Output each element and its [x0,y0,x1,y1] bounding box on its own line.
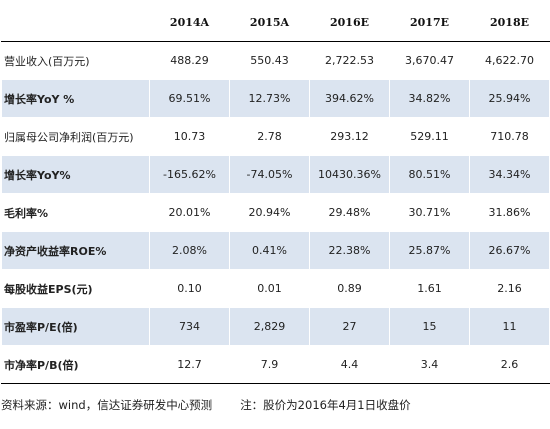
table-row: 毛利率% 20.01% 20.94% 29.48% 30.71% 31.86% [1,193,550,232]
table-row: 增长率YoY% -165.62% -74.05% 10430.36% 80.51… [1,155,550,194]
header-year: 2014A [149,2,230,42]
row-label: 归属母公司净利润(百万元) [1,117,150,156]
table-cell: 0.01 [229,269,310,308]
table-row: 归属母公司净利润(百万元) 10.73 2.78 293.12 529.11 7… [1,117,550,156]
header-corner [1,2,150,42]
table-cell: 31.86% [469,193,550,232]
table-cell: -74.05% [229,155,310,194]
table-cell: 4.4 [309,345,390,384]
row-label: 每股收益EPS(元) [1,269,150,308]
table-cell: 3,670.47 [389,41,470,80]
table-cell: 2,722.53 [309,41,390,80]
table-cell: 25.94% [469,79,550,118]
table-cell: 34.82% [389,79,470,118]
table-row: 营业收入(百万元) 488.29 550.43 2,722.53 3,670.4… [1,41,550,80]
table-cell: 2.78 [229,117,310,156]
table-cell: 20.94% [229,193,310,232]
table-cell: 22.38% [309,231,390,270]
table-cell: 2.08% [149,231,230,270]
header-year: 2018E [469,2,550,42]
table-cell: 0.10 [149,269,230,308]
header-year: 2015A [229,2,310,42]
table-cell: 394.62% [309,79,390,118]
table-cell: 10.73 [149,117,230,156]
table-cell: 25.87% [389,231,470,270]
table-cell: 488.29 [149,41,230,80]
table-cell: 2.6 [469,345,550,384]
table-row: 增长率YoY % 69.51% 12.73% 394.62% 34.82% 25… [1,79,550,118]
table-row: 每股收益EPS(元) 0.10 0.01 0.89 1.61 2.16 [1,269,550,308]
source-note: 资料来源：wind，信达证券研发中心预测 [1,398,213,412]
table-cell: 27 [309,307,390,346]
table-footnote: 资料来源：wind，信达证券研发中心预测 注：股价为2016年4月1日收盘价 [1,397,411,413]
table-row: 净资产收益率ROE% 2.08% 0.41% 22.38% 25.87% 26.… [1,231,550,270]
row-label: 市净率P/B(倍) [1,345,150,384]
row-label: 毛利率% [1,193,150,232]
header-row: 2014A 2015A 2016E 2017E 2018E [1,2,550,42]
table-cell: 34.34% [469,155,550,194]
table-cell: 30.71% [389,193,470,232]
table-cell: 2,829 [229,307,310,346]
table-cell: 2.16 [469,269,550,308]
table-cell: 15 [389,307,470,346]
row-label: 增长率YoY % [1,79,150,118]
table-cell: 12.73% [229,79,310,118]
row-label: 营业收入(百万元) [1,41,150,80]
table-cell: 80.51% [389,155,470,194]
table-cell: 0.41% [229,231,310,270]
table-cell: 11 [469,307,550,346]
price-date-note: 注：股价为2016年4月1日收盘价 [240,398,411,412]
table-cell: 26.67% [469,231,550,270]
row-label: 净资产收益率ROE% [1,231,150,270]
table-cell: 3.4 [389,345,470,384]
table-cell: 0.89 [309,269,390,308]
table-cell: 12.7 [149,345,230,384]
table-cell: 550.43 [229,41,310,80]
table-row: 市盈率P/E(倍) 734 2,829 27 15 11 [1,307,550,346]
table-cell: 7.9 [229,345,310,384]
table-cell: 20.01% [149,193,230,232]
table-cell: 710.78 [469,117,550,156]
table-cell: 293.12 [309,117,390,156]
row-label: 市盈率P/E(倍) [1,307,150,346]
table-cell: 29.48% [309,193,390,232]
header-year: 2017E [389,2,470,42]
header-year: 2016E [309,2,390,42]
table-cell: 4,622.70 [469,41,550,80]
financial-forecast-table: 2014A 2015A 2016E 2017E 2018E 营业收入(百万元) … [1,2,550,384]
table-cell: 1.61 [389,269,470,308]
table-cell: 529.11 [389,117,470,156]
table-cell: -165.62% [149,155,230,194]
table-cell: 69.51% [149,79,230,118]
table-cell: 10430.36% [309,155,390,194]
table-cell: 734 [149,307,230,346]
row-label: 增长率YoY% [1,155,150,194]
table-row: 市净率P/B(倍) 12.7 7.9 4.4 3.4 2.6 [1,345,550,384]
